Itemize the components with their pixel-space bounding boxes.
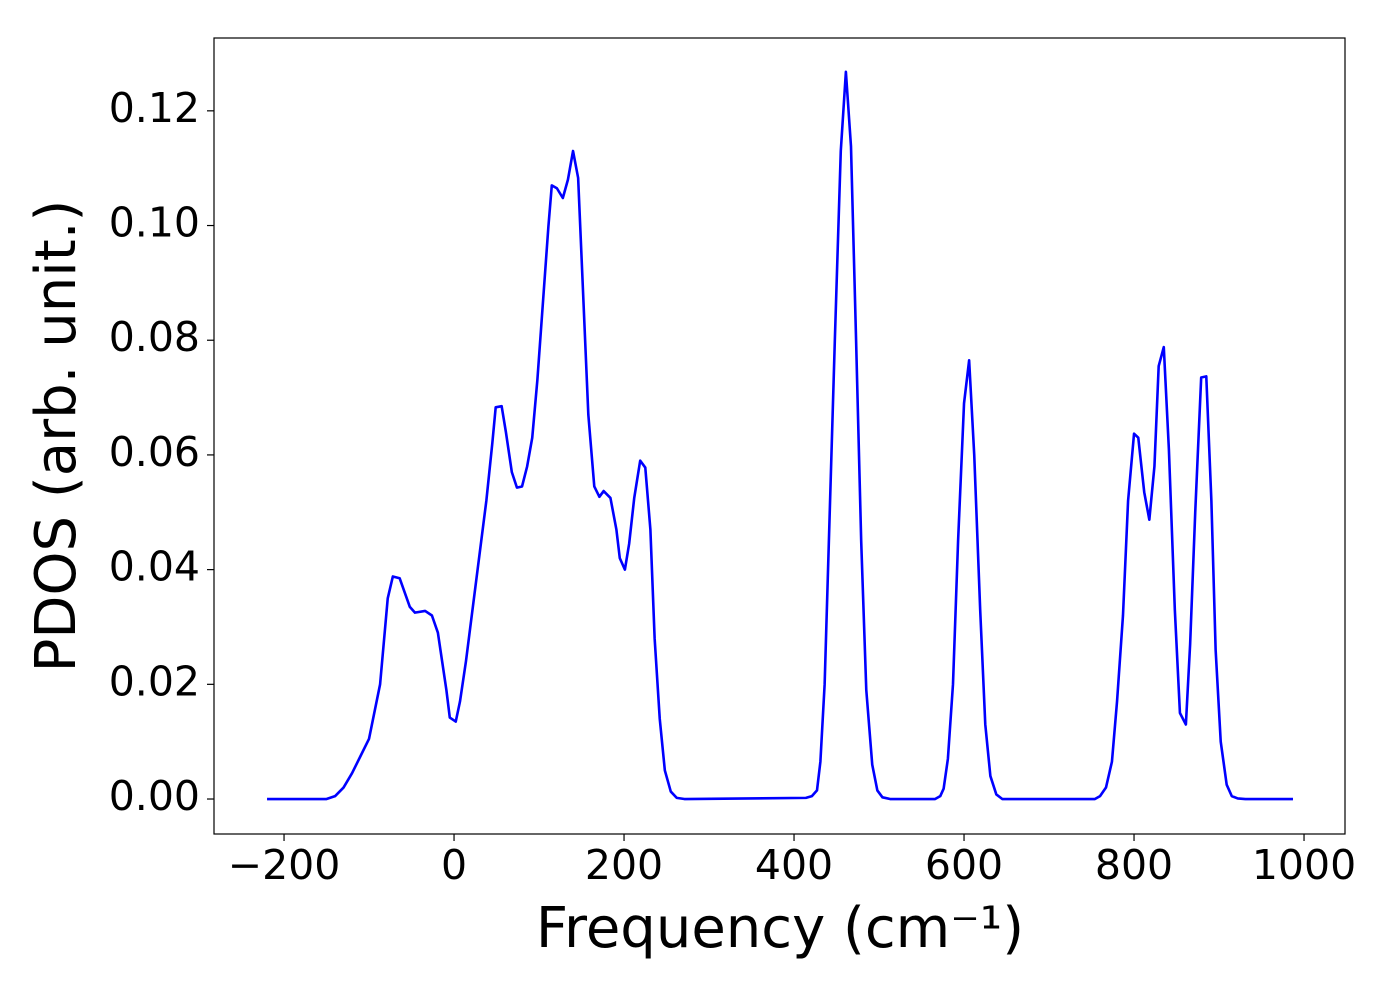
y-tick-label: 0.02 <box>109 657 200 705</box>
x-tick-label: 200 <box>585 841 663 889</box>
x-tick-label: 1000 <box>1252 841 1356 889</box>
y-tick-label: 0.12 <box>109 84 200 132</box>
y-tick-label: 0.06 <box>109 428 200 476</box>
y-tick-label: 0.04 <box>109 543 200 591</box>
line <box>267 70 1293 801</box>
x-tick-label: 600 <box>925 841 1003 889</box>
x-tick-label: 800 <box>1095 841 1173 889</box>
x-tick-label: 400 <box>755 841 833 889</box>
y-axis-label: PDOS (arb. unit.) <box>24 200 89 673</box>
x-tick-label: −200 <box>228 841 341 889</box>
plot-frame <box>213 37 1346 835</box>
y-tick-label: 0.00 <box>109 772 200 820</box>
x-axis-label: Frequency (cm⁻¹) <box>536 896 1024 961</box>
y-tick-label: 0.08 <box>109 313 200 361</box>
x-tick-label: 0 <box>441 841 467 889</box>
y-tick-label: 0.10 <box>109 199 200 247</box>
